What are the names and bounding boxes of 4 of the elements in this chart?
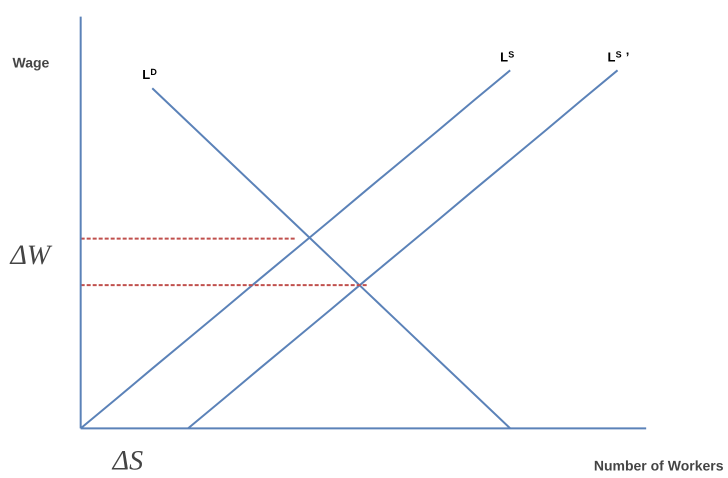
text: ΔS bbox=[112, 445, 144, 476]
y-axis-title: Wage bbox=[12, 54, 50, 70]
text: ΔW bbox=[10, 240, 53, 271]
x-axis-title: Number of Workers bbox=[594, 457, 724, 474]
